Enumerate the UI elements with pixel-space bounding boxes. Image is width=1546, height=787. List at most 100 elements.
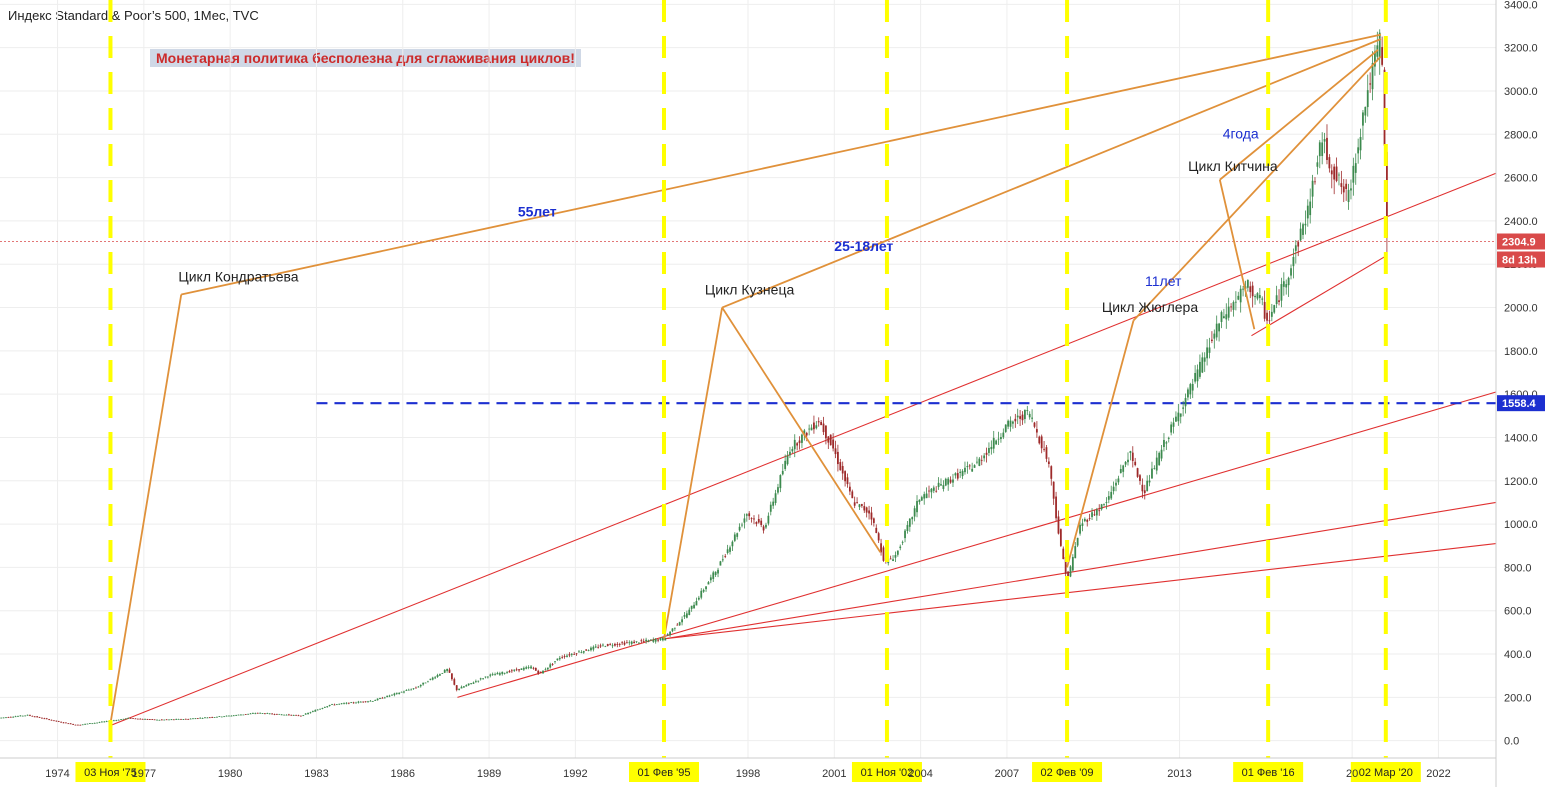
candle-body [472,682,475,684]
candle-body [407,689,410,691]
candle-body [93,722,96,724]
y-tick-label: 800.0 [1504,562,1532,574]
candle-body [760,520,763,525]
candle-body [1040,436,1043,449]
candle-body [719,561,722,566]
candle-body [144,719,146,720]
candle-body [50,719,53,721]
candle-body [518,669,520,671]
candle-body [259,712,262,714]
candle-body [1105,502,1108,504]
candle-body [820,421,823,426]
candle-body [69,723,72,725]
candle-body [1031,417,1033,419]
candle-body [765,524,767,528]
candle-body [1160,449,1163,459]
candle-body [268,713,271,715]
candle-body [235,715,238,716]
candle-body [810,427,813,431]
cycle-arrow-line [721,38,1382,309]
candle-body [240,714,242,716]
candle-body [949,479,952,483]
candle-body [508,671,511,673]
candle-body [448,669,451,673]
last-price-label: 2304.9 [1502,236,1536,248]
y-tick-label: 3000.0 [1504,86,1538,98]
candle-body [717,569,719,574]
candle-body [7,717,10,718]
candle-body [551,663,554,665]
candle-body [208,717,211,719]
candle-body [175,719,178,720]
marker-date-label: 02 Мар '20 [1359,767,1413,779]
marker-date-box [1032,762,1103,782]
countdown-box [1497,251,1545,268]
x-tick-label: 1980 [218,768,242,780]
candle-body [355,702,357,704]
candle-body [1314,181,1316,183]
candle-body [1151,468,1153,479]
candle-body [415,687,417,689]
level-price-label: 1558.4 [1502,398,1537,410]
candle-body [762,526,765,531]
candle-body [1215,323,1218,338]
candle-body [400,691,403,693]
candle-body [561,656,564,658]
candle-body [89,723,91,724]
candle-body [1000,437,1002,440]
candle-body [911,517,914,520]
candle-body [1222,316,1225,319]
candle-body [777,487,779,493]
candle-body [1158,452,1161,466]
candle-body [124,718,127,720]
candle-body [340,703,343,705]
candle-body [345,702,348,704]
candle-body [1187,389,1189,398]
candle-body [489,674,492,676]
candle-body [410,689,413,691]
candle-body [72,723,75,725]
candle-body [700,590,703,598]
candle-body [1275,295,1278,305]
candle-body [295,714,297,716]
candle-body [1098,510,1101,512]
candle-body [1079,524,1081,534]
candle-body [1234,301,1237,303]
candle-body [702,589,705,592]
candle-body [1251,285,1254,297]
candle-body [105,721,108,722]
candle-body [542,670,544,674]
candle-body [709,577,712,581]
candle-body [1184,398,1187,407]
candle-body [1201,357,1204,373]
candle-body [1127,459,1129,463]
candle-body [789,451,791,456]
candle-body [1335,166,1338,181]
candle-body [580,652,583,653]
candle-body [837,451,839,465]
candle-body [1366,90,1369,108]
candle-body [1024,409,1026,420]
candle-body [1330,170,1333,175]
candle-body [1119,469,1122,473]
candle-body [554,661,556,663]
candle-body [971,468,974,472]
candle-body [458,688,461,690]
candle-body [1232,302,1235,310]
candle-body [1338,174,1340,176]
candle-body [1350,188,1352,191]
candle-body [609,644,612,645]
candle-body [851,491,854,499]
candle-body [1103,504,1105,506]
candle-body [1134,461,1137,466]
x-tick-label: 20 [1346,768,1358,780]
candle-body [1004,424,1007,432]
candle-body [786,455,789,465]
candle-body [1071,556,1074,571]
candle-body [1333,166,1336,180]
marker-date-label: 01 Фев '16 [1242,767,1295,779]
candle-body [204,717,206,719]
candle-body [1321,142,1324,156]
candle-body [549,664,552,668]
